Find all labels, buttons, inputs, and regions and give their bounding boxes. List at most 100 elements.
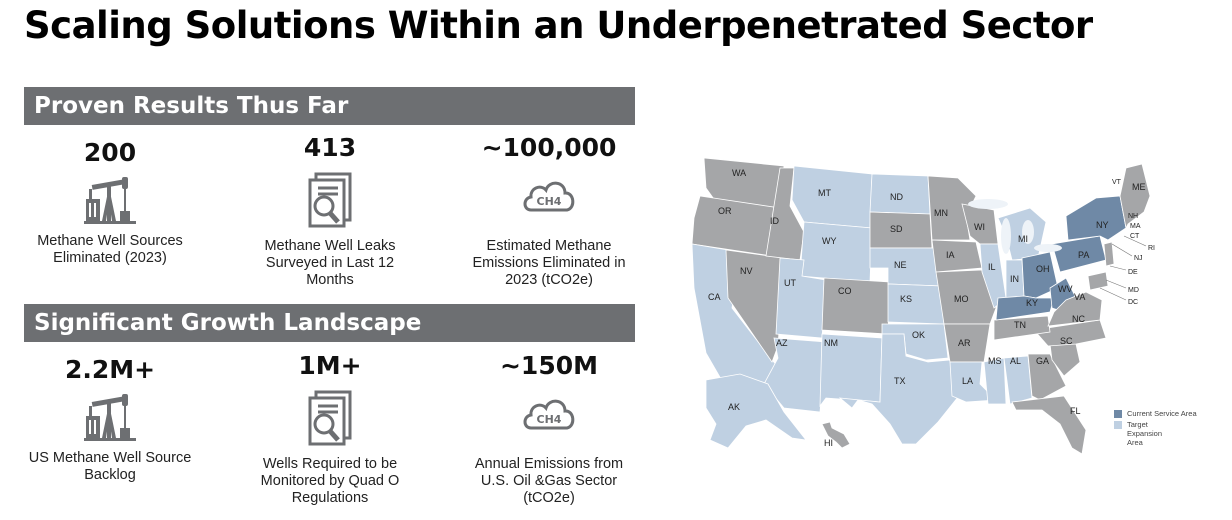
state-or xyxy=(691,195,781,257)
stat-emissions-eliminated: ~100,000 CH4 Estimated Methane Emissions… xyxy=(449,133,649,289)
state-oh xyxy=(1021,251,1059,299)
label-sc: SC xyxy=(1060,336,1073,346)
label-oh: OH xyxy=(1036,264,1050,274)
state-wy xyxy=(799,221,873,283)
label-wv: WV xyxy=(1058,284,1073,294)
stat-value: 413 xyxy=(303,133,357,162)
stat-well-backlog: 2.2M+ US Methane Well Source Backlog xyxy=(10,355,210,484)
label-mi: MI xyxy=(1018,234,1028,244)
state-md xyxy=(1087,271,1109,291)
state-va xyxy=(1047,291,1103,327)
state-ia xyxy=(931,239,983,273)
label-ga: GA xyxy=(1036,356,1049,366)
label-mn: MN xyxy=(934,208,948,218)
label-tn: TN xyxy=(1014,320,1026,330)
legend-target-expansion-area: Target Expansion Area xyxy=(1114,420,1197,447)
label-ok: OK xyxy=(912,330,925,340)
stat-annual-emissions: ~150M CH4 Annual Emissions from U.S. Oil… xyxy=(449,351,649,507)
label-il: IL xyxy=(988,262,996,272)
label-ar: AR xyxy=(958,338,971,348)
stat-caption: Methane Well Leaks Surveyed in Last 12 M… xyxy=(264,238,396,288)
label-la: LA xyxy=(962,376,973,386)
label-nj: NJ xyxy=(1134,255,1143,262)
lake-superior xyxy=(968,199,1008,209)
label-az: AZ xyxy=(776,338,788,348)
map-legend: Current Service Area Target Expansion Ar… xyxy=(1114,409,1197,449)
label-id: ID xyxy=(770,216,780,226)
svg-text:CH4: CH4 xyxy=(537,413,562,426)
label-ma: MA xyxy=(1130,223,1141,230)
pumpjack-icon xyxy=(84,394,136,441)
state-tx xyxy=(838,333,963,445)
label-ut: UT xyxy=(784,278,796,288)
stat-caption: Estimated Methane Emissions Eliminated i… xyxy=(472,238,626,288)
label-al: AL xyxy=(1010,356,1021,366)
stat-value: ~100,000 xyxy=(481,133,617,162)
ch4-cloud-icon: CH4 xyxy=(523,181,575,212)
label-pa: PA xyxy=(1078,250,1089,260)
label-nc: NC xyxy=(1072,314,1085,324)
label-wi: WI xyxy=(974,222,985,232)
lake-huron xyxy=(1022,220,1034,244)
stat-caption: Methane Well Sources Eliminated (2023) xyxy=(37,233,183,266)
label-wy: WY xyxy=(822,236,837,246)
label-va: VA xyxy=(1074,292,1085,302)
label-nm: NM xyxy=(824,338,838,348)
label-in: IN xyxy=(1010,274,1019,284)
legend-current-service-area: Current Service Area xyxy=(1114,409,1197,418)
us-service-area-map: WA OR CA NV ID MT WY UT AZ CO NM ND SD N… xyxy=(691,157,1155,455)
label-hi: HI xyxy=(824,438,833,448)
svg-text:CH4: CH4 xyxy=(537,195,562,208)
label-nd: ND xyxy=(890,192,903,202)
state-mo xyxy=(935,269,997,325)
document-magnifier-icon xyxy=(308,390,352,446)
state-al xyxy=(1003,355,1033,405)
label-nh: NH xyxy=(1128,213,1138,220)
label-ny: NY xyxy=(1096,220,1109,230)
label-mt: MT xyxy=(818,188,831,198)
state-labels: WA OR CA NV ID MT WY UT AZ CO NM ND SD N… xyxy=(708,168,1155,448)
stat-value: 1M+ xyxy=(298,351,362,380)
label-ne: NE xyxy=(894,260,907,270)
label-me: ME xyxy=(1132,182,1146,192)
label-ia: IA xyxy=(946,250,955,260)
state-hi xyxy=(821,421,851,449)
label-md: MD xyxy=(1128,287,1139,294)
label-ks: KS xyxy=(900,294,912,304)
state-ks xyxy=(887,283,945,325)
stat-value: ~150M xyxy=(499,351,598,380)
label-tx: TX xyxy=(894,376,906,386)
section-heading-proven-results: Proven Results Thus Far xyxy=(24,87,635,125)
label-ky: KY xyxy=(1026,298,1038,308)
label-sd: SD xyxy=(890,224,903,234)
document-magnifier-icon xyxy=(308,172,352,228)
stat-wells-eliminated: 200 Methane Well Sources Eliminated (202… xyxy=(10,138,210,267)
label-ak: AK xyxy=(728,402,740,412)
stat-value: 200 xyxy=(83,138,137,167)
stat-caption: Annual Emissions from U.S. Oil &Gas Sect… xyxy=(474,456,624,506)
state-ny xyxy=(1065,195,1127,241)
page-title: Scaling Solutions Within an Underpenetra… xyxy=(24,4,1093,47)
stat-caption: Wells Required to be Monitored by Quad O… xyxy=(260,456,400,506)
label-nv: NV xyxy=(740,266,753,276)
state-fl xyxy=(1011,395,1087,455)
label-wa: WA xyxy=(732,168,746,178)
stat-wells-monitored: 1M+ Wells Required to be Monitored by Qu… xyxy=(230,351,430,507)
label-ct: CT xyxy=(1130,233,1140,240)
northeast-callout-lines xyxy=(1099,235,1147,301)
label-ri: RI xyxy=(1148,245,1155,252)
state-ms xyxy=(983,357,1007,405)
label-de: DE xyxy=(1128,269,1138,276)
pumpjack-icon xyxy=(84,177,136,224)
label-vt: VT xyxy=(1112,179,1122,186)
label-ms: MS xyxy=(988,356,1002,366)
label-dc: DC xyxy=(1128,299,1138,306)
state-co xyxy=(821,277,891,335)
ch4-cloud-icon: CH4 xyxy=(523,399,575,430)
state-mt xyxy=(791,165,873,229)
label-or: OR xyxy=(718,206,732,216)
state-ak xyxy=(705,373,807,449)
lake-erie xyxy=(1034,244,1062,252)
stat-value: 2.2M+ xyxy=(64,355,156,384)
state-new-england xyxy=(1119,163,1151,230)
